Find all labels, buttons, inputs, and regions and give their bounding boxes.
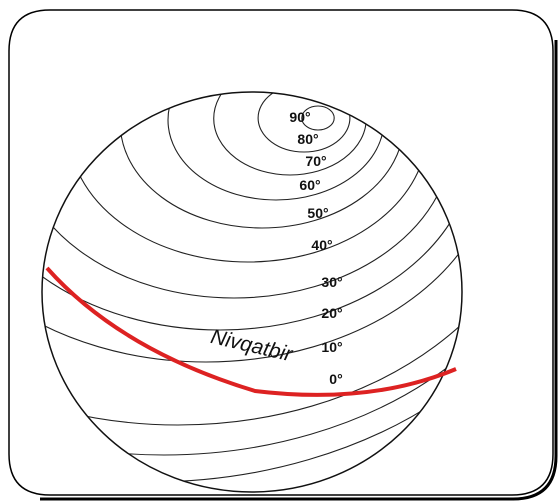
latitude-label: 20° (321, 305, 342, 321)
latitude-label: 50° (307, 205, 328, 221)
latitude-label: 80° (297, 131, 318, 147)
latitude-label: 10° (321, 339, 342, 355)
latitude-line (42, 92, 462, 456)
latitude-label: 40° (311, 237, 332, 253)
equator-label: Nivqatbir (208, 325, 295, 366)
frame (8, 9, 554, 496)
latitude-line (167, 92, 385, 201)
latitude-label: 60° (299, 177, 320, 193)
latitude-line (42, 92, 454, 299)
latitude-line (42, 92, 462, 363)
latitude-line (257, 92, 351, 153)
latitude-line (119, 92, 405, 229)
latitude-label: 70° (305, 153, 326, 169)
latitude-line (67, 92, 429, 263)
latitude-lines (42, 92, 462, 483)
globe-outline (41, 91, 463, 493)
latitude-label: 90° (289, 109, 310, 125)
equator-line (45, 266, 457, 397)
latitude-label: 30° (321, 274, 342, 290)
frame-shadow (40, 40, 558, 501)
labels: 90° 80° 70° 60° 50° 40° 30° 20° 10° 0° (289, 109, 342, 387)
latitude-line (42, 92, 462, 331)
latitude-line (301, 105, 335, 131)
latitude-label: 0° (329, 371, 342, 387)
latitude-line (42, 92, 462, 483)
latitude-line (42, 92, 462, 426)
